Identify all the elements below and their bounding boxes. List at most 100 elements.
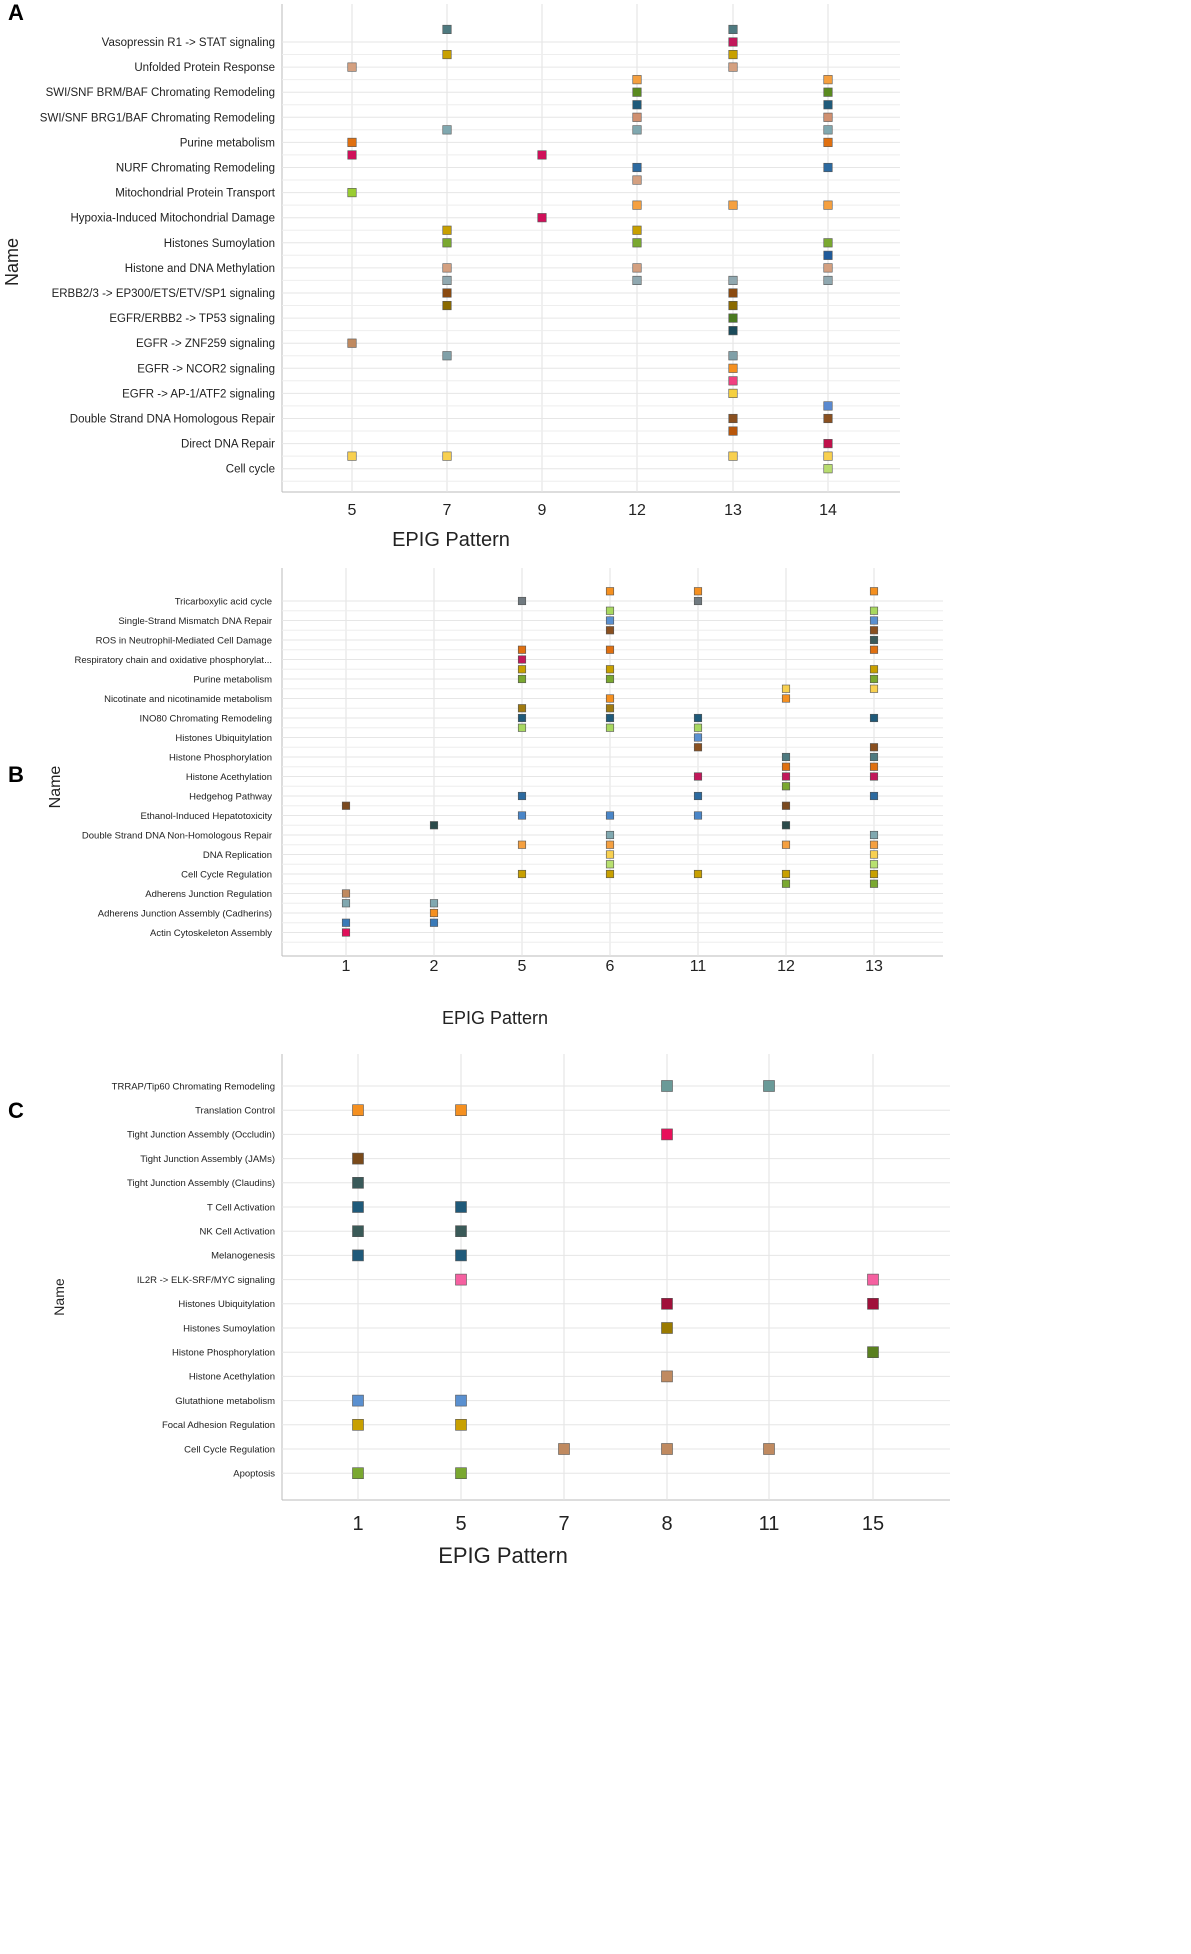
row-label: Melanogenesis bbox=[211, 1251, 275, 1262]
data-point-marker bbox=[823, 100, 833, 110]
data-point-marker bbox=[517, 811, 527, 820]
data-point-marker bbox=[605, 850, 615, 859]
data-point-marker bbox=[781, 782, 791, 791]
data-point-marker bbox=[455, 1249, 467, 1262]
data-point-marker bbox=[867, 1273, 879, 1286]
data-point-marker bbox=[605, 704, 615, 713]
data-point-marker bbox=[781, 694, 791, 703]
data-point-marker bbox=[781, 752, 791, 762]
y-axis-title: Name bbox=[47, 766, 64, 809]
data-point-marker bbox=[728, 288, 738, 298]
x-tick-label: 7 bbox=[443, 502, 452, 519]
data-point-marker bbox=[632, 238, 642, 248]
x-tick-label: 15 bbox=[862, 1513, 884, 1535]
data-point-marker bbox=[352, 1201, 364, 1213]
data-point-marker bbox=[869, 616, 879, 625]
data-point-marker bbox=[429, 899, 439, 908]
data-point-marker bbox=[869, 860, 879, 869]
data-point-marker bbox=[693, 772, 703, 781]
row-label: Focal Adhesion Regulation bbox=[162, 1420, 275, 1431]
chart-panel-c: C TRRAP/Tip60 Chromating Remodeling Transl… bbox=[8, 1054, 950, 1568]
data-point-marker bbox=[455, 1225, 467, 1237]
x-tick-label: 13 bbox=[865, 958, 883, 975]
x-tick-label: 12 bbox=[777, 958, 795, 975]
data-point-marker bbox=[823, 125, 833, 135]
data-point-marker bbox=[823, 263, 833, 273]
data-point-marker bbox=[823, 275, 833, 286]
data-point-marker bbox=[869, 743, 879, 752]
data-point-marker bbox=[605, 694, 615, 703]
data-point-marker bbox=[632, 162, 642, 173]
row-label: EGFR -> AP-1/ATF2 signaling bbox=[122, 388, 275, 400]
data-point-marker bbox=[693, 743, 703, 752]
data-point-marker bbox=[455, 1273, 467, 1286]
data-point-marker bbox=[517, 704, 527, 713]
data-point-marker bbox=[823, 162, 833, 173]
data-point-marker bbox=[429, 918, 439, 927]
x-tick-label: 5 bbox=[518, 958, 527, 975]
data-point-marker bbox=[632, 87, 642, 97]
data-point-marker bbox=[869, 869, 879, 879]
data-point-marker bbox=[781, 869, 791, 879]
data-point-marker bbox=[517, 596, 527, 606]
data-point-marker bbox=[352, 1249, 364, 1262]
row-label: Histones Sumoylation bbox=[183, 1323, 275, 1334]
data-point-marker bbox=[442, 451, 452, 461]
data-point-marker bbox=[605, 626, 615, 635]
row-label: TRRAP/Tip60 Chromating Remodeling bbox=[112, 1081, 275, 1092]
data-point-marker bbox=[455, 1467, 467, 1479]
row-label: Purine metabolism bbox=[193, 674, 272, 685]
row-label: Ethanol-Induced Hepatotoxicity bbox=[141, 811, 273, 822]
data-point-marker bbox=[537, 213, 547, 223]
data-point-marker bbox=[869, 684, 879, 693]
x-tick-label: 11 bbox=[690, 958, 707, 975]
row-label: Histone Acethylation bbox=[186, 772, 272, 783]
data-point-marker bbox=[632, 263, 642, 273]
data-point-marker bbox=[605, 830, 615, 840]
data-point-marker bbox=[517, 655, 527, 664]
data-point-marker bbox=[823, 200, 833, 210]
data-point-marker bbox=[517, 723, 527, 732]
data-point-marker bbox=[517, 791, 527, 801]
data-point-marker bbox=[728, 37, 738, 47]
x-tick-label: 13 bbox=[724, 502, 742, 519]
data-point-marker bbox=[605, 665, 615, 674]
data-point-marker bbox=[763, 1080, 775, 1092]
data-point-marker bbox=[605, 616, 615, 625]
row-label: ERBB2/3 -> EP300/ETS/ETV/SP1 signaling bbox=[52, 288, 275, 300]
data-point-marker bbox=[823, 250, 833, 260]
data-point-marker bbox=[869, 879, 879, 888]
data-point-marker bbox=[869, 713, 879, 723]
row-label: Glutathione metabolism bbox=[175, 1396, 275, 1407]
data-point-marker bbox=[352, 1104, 364, 1116]
panel-c-group: C TRRAP/Tip60 Chromating Remodeling Transl… bbox=[8, 1054, 950, 1568]
data-point-marker bbox=[781, 801, 791, 810]
data-point-marker bbox=[455, 1394, 467, 1407]
panel-b-group: B Tricarboxylic acid cycle Single-Strand M… bbox=[8, 568, 943, 1028]
data-point-marker bbox=[869, 587, 879, 596]
data-point-marker bbox=[442, 288, 452, 298]
data-point-marker bbox=[693, 869, 703, 879]
data-point-marker bbox=[869, 840, 879, 849]
row-label: ROS in Neutrophil-Mediated Cell Damage bbox=[96, 635, 272, 646]
data-point-marker bbox=[605, 713, 615, 723]
x-tick-label: 6 bbox=[606, 958, 615, 975]
data-point-marker bbox=[869, 772, 879, 781]
data-point-marker bbox=[781, 840, 791, 849]
data-point-marker bbox=[661, 1322, 673, 1334]
row-label: Histone Phosphorylation bbox=[172, 1348, 275, 1359]
row-label: Histone and DNA Methylation bbox=[125, 263, 275, 275]
data-point-marker bbox=[429, 908, 439, 918]
data-point-marker bbox=[605, 840, 615, 849]
data-point-marker bbox=[728, 376, 738, 386]
data-point-marker bbox=[347, 338, 357, 348]
data-point-marker bbox=[341, 928, 351, 937]
data-point-marker bbox=[558, 1443, 570, 1455]
data-point-marker bbox=[728, 275, 738, 286]
data-point-marker bbox=[517, 665, 527, 674]
x-tick-label: 2 bbox=[430, 958, 439, 975]
x-tick-label: 12 bbox=[628, 502, 646, 519]
data-point-marker bbox=[347, 150, 357, 160]
data-point-marker bbox=[823, 87, 833, 97]
data-point-marker bbox=[341, 801, 351, 810]
